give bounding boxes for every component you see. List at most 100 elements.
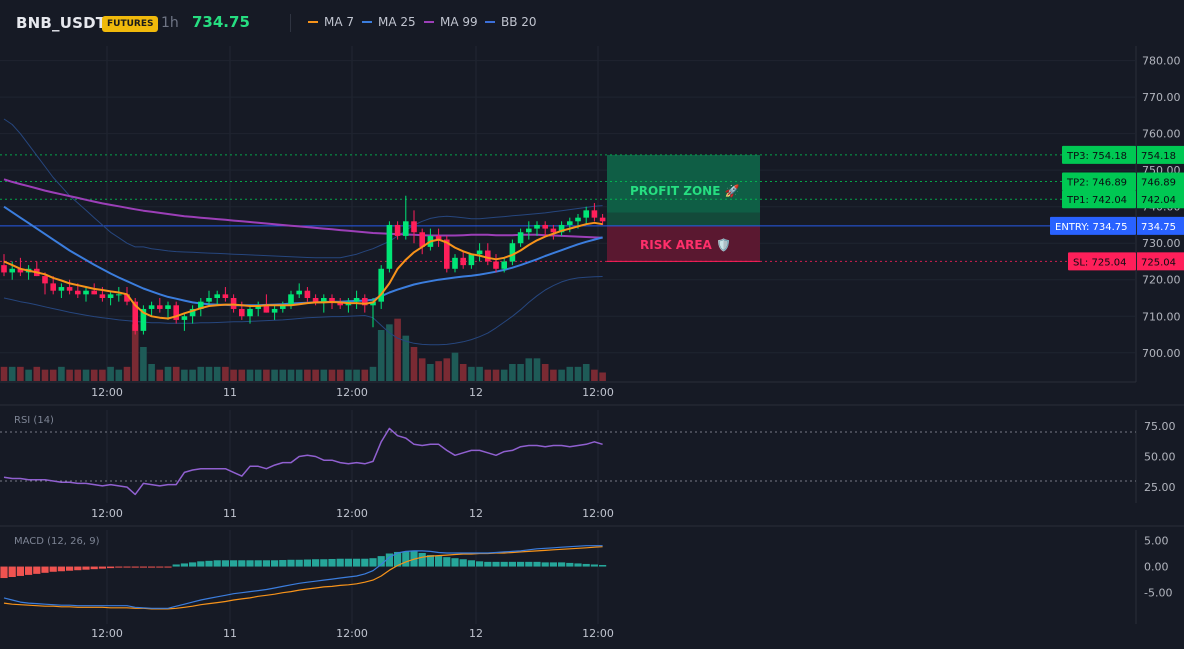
volume-bar xyxy=(336,369,344,381)
ma7-line xyxy=(3,221,603,320)
price-axis-tag-text-entry: 734.75 xyxy=(1141,222,1176,233)
interval-selector[interactable]: 1h xyxy=(161,15,179,31)
time-axis-label: 12:00 xyxy=(582,507,614,520)
volume-bar xyxy=(533,358,541,381)
level-tag-text-entry: ENTRY: 734.75 xyxy=(1055,222,1128,233)
macd-histogram-bar xyxy=(508,561,516,567)
level-tag-tp3 xyxy=(1062,145,1136,164)
legend-bb20[interactable]: BB 20 xyxy=(485,15,537,29)
time-axis-label: 12:00 xyxy=(91,386,123,399)
volume-bar xyxy=(181,369,188,381)
volume-bar xyxy=(509,364,516,381)
candle-body xyxy=(148,305,155,309)
macd-histogram-bar xyxy=(139,566,147,568)
macd-histogram-bar xyxy=(279,560,287,567)
candle-body xyxy=(173,305,179,320)
volume-bar xyxy=(574,366,582,381)
macd-histogram-bar xyxy=(582,563,590,567)
macd-histogram-bar xyxy=(336,558,344,567)
candle-body xyxy=(452,257,458,269)
volume-bar xyxy=(172,366,180,381)
candle-body xyxy=(107,294,114,298)
macd-histogram-bar xyxy=(459,559,467,567)
candle-body xyxy=(558,224,565,233)
price-axis-label: 780.00 xyxy=(1142,55,1181,68)
ma99-line xyxy=(3,178,603,239)
macd-histogram-bar xyxy=(426,555,434,567)
macd-histogram-bar xyxy=(451,558,459,567)
macd-histogram-bar xyxy=(41,566,49,573)
candle-body xyxy=(99,294,106,298)
candle-body xyxy=(140,308,147,331)
candle-body xyxy=(394,224,401,236)
legend-ma25[interactable]: MA 25 xyxy=(362,15,416,29)
candle-body xyxy=(42,276,48,284)
volume-bar xyxy=(500,369,508,381)
volume-bar xyxy=(541,364,549,381)
volume-bar xyxy=(459,364,467,381)
volume-bar xyxy=(238,369,246,381)
macd-histogram-bar xyxy=(90,566,98,570)
volume-bar xyxy=(107,366,114,381)
volume-bar xyxy=(58,366,65,381)
rsi-axis-label: 25.00 xyxy=(1144,481,1176,494)
candle-body xyxy=(157,305,163,309)
macd-histogram-bar xyxy=(25,566,33,575)
macd-histogram-bar xyxy=(377,556,385,567)
candle-body xyxy=(198,301,204,309)
macd-histogram-bar xyxy=(418,552,426,567)
candle-body xyxy=(444,239,450,269)
candle-body xyxy=(296,290,302,295)
volume-bar xyxy=(468,366,475,381)
price-axis-tag-entry xyxy=(1137,216,1184,235)
macd-histogram-bar xyxy=(98,566,106,569)
level-tag-tp1 xyxy=(1062,190,1136,209)
last-price: 734.75 xyxy=(192,13,250,31)
level-tag-entry xyxy=(1050,216,1136,235)
price-axis-label: 760.00 xyxy=(1142,128,1181,141)
candle-body xyxy=(493,261,499,269)
volume-bar xyxy=(8,366,16,381)
candle-body xyxy=(403,221,409,236)
time-axis-label: 12 xyxy=(469,627,483,640)
candle-body xyxy=(58,287,65,291)
volume-bar xyxy=(0,366,8,381)
macd-histogram-bar xyxy=(172,564,180,567)
candle-body xyxy=(91,290,97,295)
macd-histogram-bar xyxy=(541,562,549,567)
macd-histogram-bar xyxy=(344,558,352,567)
macd-line xyxy=(3,545,603,609)
macd-histogram-bar xyxy=(443,557,451,567)
legend-label-bb20: BB 20 xyxy=(501,15,537,29)
macd-histogram-bar xyxy=(8,566,16,577)
macd-histogram-bar xyxy=(385,553,393,567)
volume-bar xyxy=(82,369,90,381)
macd-histogram-bar xyxy=(402,551,410,567)
macd-histogram-bar xyxy=(189,562,197,567)
candle-body xyxy=(230,298,237,309)
legend-ma7[interactable]: MA 7 xyxy=(308,15,354,29)
candle-body xyxy=(485,250,491,262)
legend-ma99[interactable]: MA 99 xyxy=(424,15,478,29)
candle-body xyxy=(321,298,327,302)
volume-bar xyxy=(41,369,49,381)
volume-bar xyxy=(254,369,262,381)
macd-histogram-bar xyxy=(33,566,41,574)
candle-body xyxy=(362,298,368,306)
candle-body xyxy=(378,268,384,302)
legend-swatch-ma7 xyxy=(308,21,318,23)
volume-bar xyxy=(99,369,106,381)
time-axis-label: 12:00 xyxy=(91,507,123,520)
macd-histogram-bar xyxy=(590,564,598,567)
macd-axis-label: -5.00 xyxy=(1144,587,1172,600)
symbol-name[interactable]: BNB_USDT xyxy=(16,14,107,32)
volume-bar xyxy=(222,366,229,381)
candle-body xyxy=(75,290,81,295)
level-tag-tp2 xyxy=(1062,172,1136,191)
legend-swatch-bb20 xyxy=(485,21,495,23)
macd-histogram-bar xyxy=(74,566,82,571)
volume-bar xyxy=(517,364,524,381)
volume-bar xyxy=(189,369,196,381)
candle-body xyxy=(526,228,532,233)
